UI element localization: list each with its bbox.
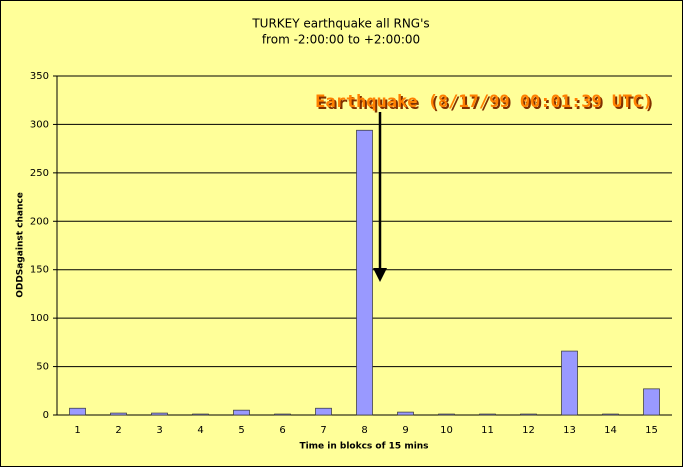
bar [643,388,660,416]
bar [151,412,168,416]
y-tick-label: 0 [43,410,49,421]
x-tick-label: 10 [440,425,453,436]
x-tick-label: 9 [402,425,408,436]
annotation-arrowhead [373,268,387,282]
bar [397,411,414,416]
bar [192,413,209,416]
x-tick-label: 4 [197,425,203,436]
bar [315,407,332,416]
bar [602,413,619,416]
x-tick-label: 3 [156,425,162,436]
y-tick-label: 150 [30,265,49,276]
y-tick-label: 300 [30,119,49,130]
bar [356,129,373,416]
x-tick-label: 11 [481,425,494,436]
y-tick-label: 50 [36,362,49,373]
annotation: Earthquake (8/17/99 00:01:39 UTC) [315,92,653,112]
x-tick-label: 13 [563,425,576,436]
chart-subtitle: from -2:00:00 to +2:00:00 [262,33,420,47]
y-tick-label: 100 [30,313,49,324]
x-tick-label: 8 [361,425,367,436]
x-tick-label: 6 [279,425,285,436]
x-tick-label: 15 [645,425,658,436]
x-tick-label: 12 [522,425,535,436]
x-axis-label: Time in blokcs of 15 mins [299,442,428,452]
bar [561,350,578,416]
annotation-shadow: Earthquake (8/17/99 00:01:39 UTC) [317,94,655,114]
x-tick-label: 5 [238,425,244,436]
bar [479,413,496,416]
bar [438,413,455,416]
x-tick-label: 1 [74,425,80,436]
y-axis-label: ODDSagainst chance [16,192,26,298]
x-tick-label: 7 [320,425,326,436]
x-tick-label: 2 [115,425,121,436]
x-tick-label: 14 [604,425,617,436]
chart-title: TURKEY earthquake all RNG's [251,17,429,31]
y-tick-label: 250 [30,168,49,179]
y-tick-label: 350 [30,71,49,82]
bar [233,409,250,416]
bar [69,407,86,416]
bar [520,413,537,416]
bar [274,413,291,416]
bar [110,412,127,416]
y-tick-label: 200 [30,216,49,227]
